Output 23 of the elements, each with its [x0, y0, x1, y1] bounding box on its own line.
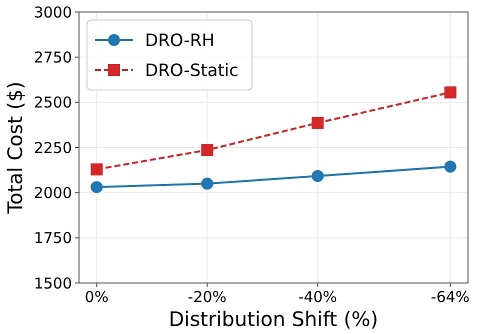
- point: [201, 178, 214, 190]
- y-axis-title: Total Cost ($): [3, 81, 27, 215]
- point: [312, 116, 324, 129]
- y-tick-label: 1750: [34, 229, 72, 248]
- point: [444, 86, 456, 98]
- point: [444, 160, 456, 173]
- y-tick-label: 1500: [34, 274, 72, 292]
- point: [90, 181, 103, 194]
- point: [90, 163, 103, 176]
- point: [201, 144, 214, 156]
- y-tick-label: 2250: [34, 138, 72, 157]
- y-tick-label: 2500: [34, 94, 72, 112]
- point: [312, 170, 324, 182]
- x-tick-label: -40%: [298, 288, 338, 306]
- y-tick-label: 3000: [34, 3, 72, 22]
- legend-label: DRO-RH: [145, 30, 214, 51]
- legend-label: DRO-Static: [145, 60, 238, 81]
- x-axis-title: Distribution Shift (%): [168, 307, 378, 331]
- y-tick-label: 2750: [34, 48, 72, 66]
- y-tick-label: 2000: [34, 184, 72, 202]
- x-tick-label: -20%: [188, 288, 227, 306]
- x-tick-label: -64%: [430, 288, 470, 306]
- x-tick-label: 0%: [84, 288, 109, 306]
